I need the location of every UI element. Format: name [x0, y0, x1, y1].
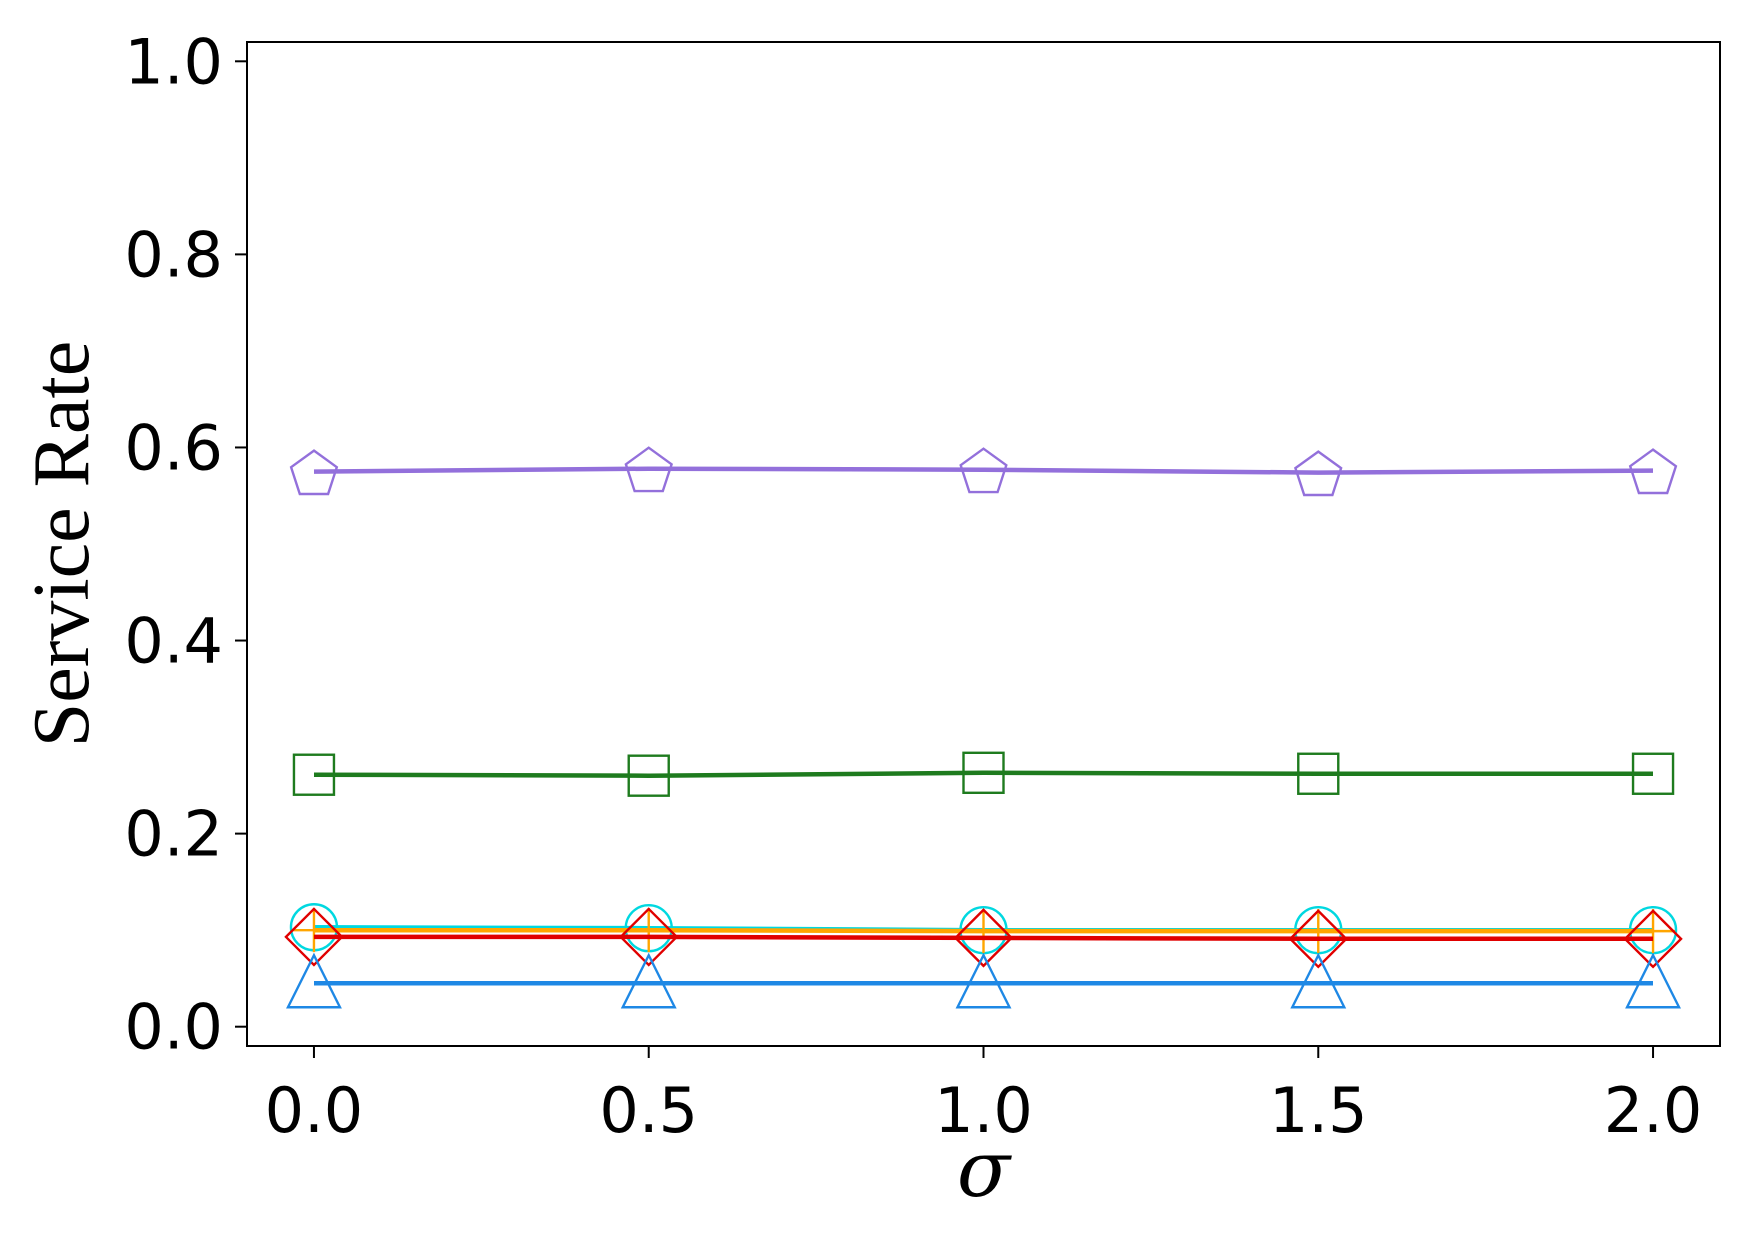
- x-tick-label: 1.0: [934, 1074, 1033, 1147]
- data-point-square: [627, 754, 670, 797]
- x-axis-title: σ: [957, 1125, 1012, 1215]
- series-line: [313, 466, 1654, 475]
- series-line: [314, 934, 1653, 942]
- data-point-square: [962, 751, 1005, 794]
- series-square: [292, 751, 1675, 797]
- y-tick-label: 0.2: [124, 798, 223, 871]
- data-point-pentagon: [959, 447, 1008, 494]
- data-point-diamond: [619, 907, 679, 967]
- data-point-square: [292, 753, 336, 796]
- x-tick-label: 2.0: [1604, 1074, 1703, 1147]
- data-point-plus: [1296, 909, 1341, 954]
- y-tick-label: 0.6: [124, 411, 223, 484]
- series-layer: [284, 446, 1683, 1009]
- data-point-diamond: [1623, 909, 1683, 969]
- y-tick-label: 0.0: [124, 991, 223, 1064]
- data-point-pentagon: [1293, 450, 1343, 497]
- data-point-plus: [291, 908, 336, 953]
- data-point-diamond: [953, 908, 1014, 968]
- y-axis-ticks: 0.0 0.2 0.4 0.6 0.8 1.0: [124, 25, 247, 1064]
- data-point-square: [1631, 752, 1675, 795]
- series-triangle: [286, 952, 1681, 1009]
- plot-frame: [246, 41, 1721, 1047]
- data-point-triangle: [620, 952, 677, 1009]
- data-point-pentagon: [624, 446, 674, 493]
- data-point-diamond: [1288, 909, 1348, 969]
- data-point-diamond: [284, 907, 344, 967]
- data-point-triangle: [286, 952, 342, 1009]
- y-tick-label: 1.0: [124, 25, 223, 98]
- y-tick-label: 0.8: [124, 218, 223, 291]
- data-point-triangle: [1290, 952, 1347, 1009]
- y-tick-label: 0.4: [124, 605, 223, 678]
- x-tick-label: 0.0: [265, 1074, 364, 1147]
- data-point-pentagon: [289, 449, 339, 496]
- data-point-plus: [1631, 909, 1676, 954]
- series-diamond: [284, 907, 1683, 969]
- series-pentagon: [289, 446, 1678, 497]
- data-point-pentagon: [1628, 448, 1678, 495]
- y-axis-title: Service Rate: [18, 341, 106, 747]
- series-line: [313, 770, 1653, 778]
- data-point-plus: [961, 909, 1006, 954]
- x-axis-ticks: 0.0 0.5 1.0 1.5 2.0: [265, 1046, 1703, 1147]
- data-point-plus: [626, 908, 671, 953]
- x-tick-label: 0.5: [599, 1074, 698, 1147]
- x-tick-label: 1.5: [1269, 1074, 1368, 1147]
- data-point-square: [1297, 752, 1340, 795]
- series-plus: [291, 908, 1676, 954]
- data-point-triangle: [1625, 952, 1681, 1009]
- data-point-triangle: [955, 952, 1012, 1009]
